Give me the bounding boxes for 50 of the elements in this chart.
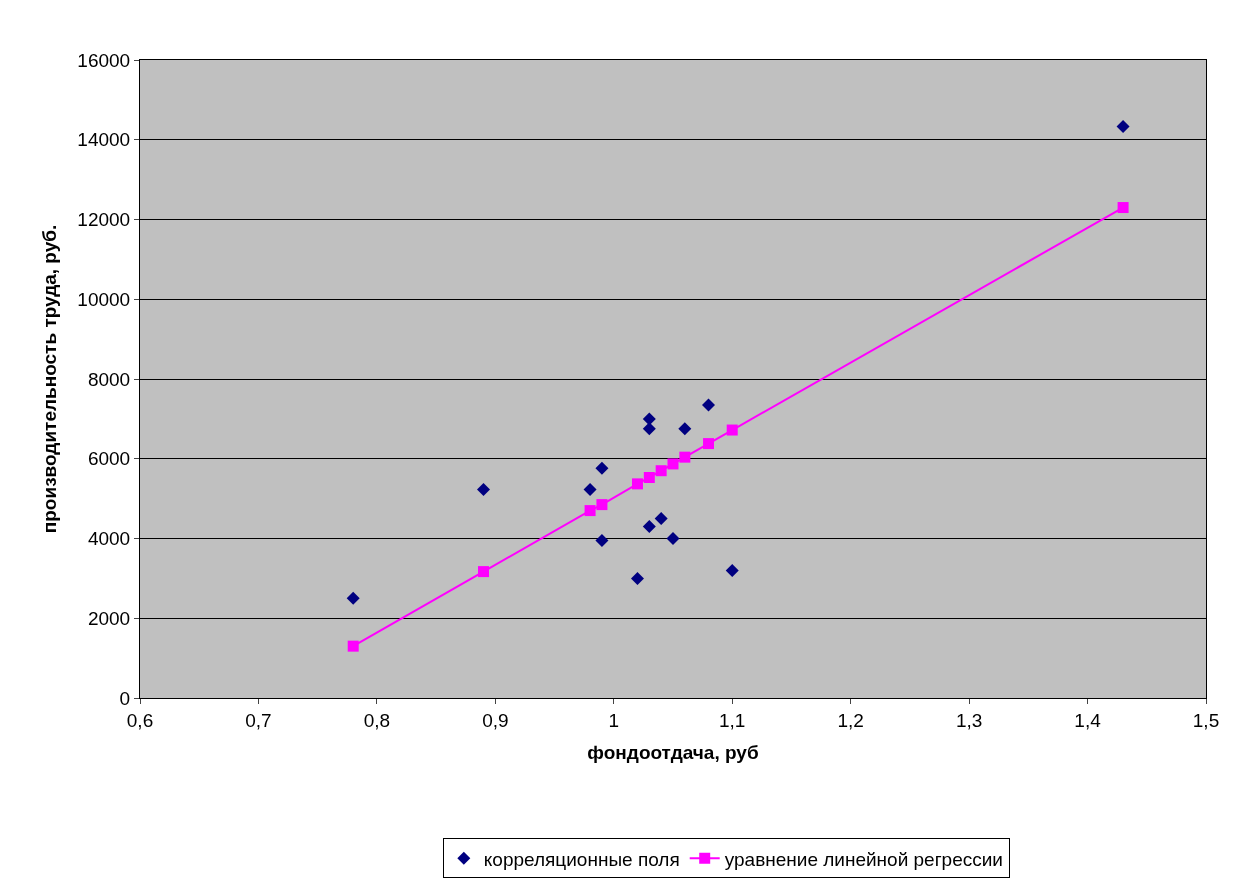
point [595, 461, 609, 475]
point [666, 532, 680, 545]
point [642, 422, 656, 436]
point [1117, 202, 1129, 214]
x-tick-label: 1,2 [837, 709, 864, 731]
x-tick-label: 0,8 [363, 709, 391, 731]
point [678, 422, 692, 436]
x-tick-label: 0,6 [126, 709, 154, 731]
point [654, 512, 668, 526]
point [643, 471, 655, 483]
y-tick-label: 0 [119, 687, 131, 709]
point [655, 465, 667, 477]
x-tick-label: 1,4 [1074, 709, 1102, 731]
point [346, 591, 360, 605]
y-tick-label: 10000 [77, 288, 131, 310]
point [583, 482, 597, 496]
point [667, 458, 679, 470]
point [630, 571, 644, 585]
y-tick-label: 14000 [77, 129, 131, 151]
point [584, 505, 596, 517]
y-tick-label: 2000 [87, 607, 131, 629]
point [347, 640, 359, 652]
point [631, 478, 643, 490]
point [702, 398, 716, 412]
x-tick-label: 1,1 [719, 709, 746, 731]
y-tick-label: 16000 [77, 49, 131, 71]
point [726, 424, 738, 436]
point [596, 499, 608, 511]
point [703, 438, 715, 450]
y-tick-label: 8000 [87, 368, 131, 390]
y-tick-label: 6000 [87, 448, 131, 470]
x-tick-label: 1,5 [1192, 709, 1220, 731]
y-tick-label: 12000 [77, 209, 131, 231]
point [679, 451, 691, 463]
point [595, 533, 609, 547]
point [725, 563, 739, 577]
y-tick-label: 4000 [87, 528, 131, 550]
x-axis-title: фондоотдача, руб [587, 741, 759, 763]
legend-label: корреляционные поля [483, 848, 680, 870]
point [476, 482, 490, 496]
legend-label: уравнение линейной регрессии [724, 848, 1003, 870]
point [1116, 120, 1130, 134]
x-tick-label: 1,3 [955, 709, 983, 731]
point [642, 412, 656, 426]
x-tick-label: 0,7 [245, 709, 272, 731]
point [642, 520, 656, 534]
x-tick-label: 1 [608, 709, 620, 731]
point [477, 566, 489, 578]
y-axis-title: производительность труда, руб. [39, 224, 61, 534]
x-tick-label: 0,9 [482, 709, 509, 731]
